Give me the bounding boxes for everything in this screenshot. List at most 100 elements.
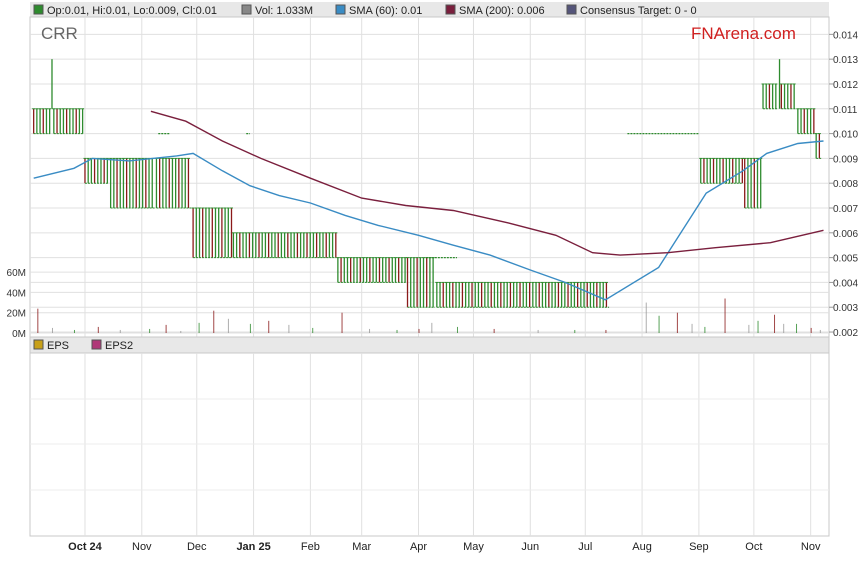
- volume-bar: [493, 328, 495, 333]
- brand-logo-arena: Arena.com: [714, 24, 796, 43]
- volume-bar: [796, 323, 798, 333]
- price-tick-label: 0.009: [833, 154, 858, 165]
- sma200-line: [150, 110, 824, 256]
- date-tick-label: Nov: [801, 541, 821, 553]
- volume-bar: [774, 314, 776, 333]
- volume-bar: [341, 312, 343, 333]
- price-tick-label: 0.003: [833, 303, 858, 314]
- volume-bar: [97, 326, 99, 333]
- legend-volume-text: Vol: 1.033M: [255, 5, 313, 17]
- volume-axis: 0M 20M 40M 60M: [7, 268, 26, 340]
- volume-bar: [431, 322, 433, 333]
- date-axis: Oct 24 Nov Dec Jan 25 Feb Mar Apr May Jun Jul Aug S…: [68, 541, 821, 553]
- volume-bar: [757, 320, 759, 333]
- volume-bar: [456, 326, 458, 333]
- price-bars: [32, 59, 822, 308]
- sma-lines: [33, 110, 824, 301]
- volume-bars: [37, 298, 821, 333]
- price-tick-label: 0.007: [833, 204, 858, 215]
- date-tick-label: Dec: [187, 541, 207, 553]
- volume-bar: [369, 328, 371, 333]
- volume-bar: [73, 329, 75, 333]
- date-tick-label: Apr: [410, 541, 427, 553]
- volume-bar: [119, 329, 121, 333]
- legend-sma200-text: SMA (200): 0.006: [459, 5, 545, 17]
- legend-sma200: SMA (200): 0.006: [445, 4, 545, 17]
- price-tick-label: 0.005: [833, 254, 858, 265]
- legend-sma60-text: SMA (60): 0.01: [349, 5, 422, 17]
- eps-swatch-icon: [33, 339, 44, 350]
- volume-bar: [51, 327, 53, 333]
- volume-bar: [198, 322, 200, 333]
- price-tick-label: 0.013: [833, 55, 858, 66]
- volume-bar: [676, 312, 678, 333]
- volume-bar: [810, 327, 812, 333]
- volume-bar: [819, 329, 821, 333]
- date-tick-label: Mar: [352, 541, 371, 553]
- volume-bar: [704, 326, 706, 333]
- date-tick-label: Feb: [301, 541, 320, 553]
- legend-ohlc-text: Op:0.01, Hi:0.01, Lo:0.009, Cl:0.01: [47, 5, 217, 17]
- volume-bar: [783, 323, 785, 333]
- volume-bar: [748, 324, 750, 333]
- volume-bar: [724, 298, 726, 333]
- date-tick-label: Oct: [745, 541, 762, 553]
- price-tick-label: 0.006: [833, 229, 858, 240]
- date-tick-label: Oct 24: [68, 541, 103, 553]
- volume-bar: [605, 329, 607, 333]
- volume-bar: [658, 315, 660, 333]
- volume-tick-label: 40M: [7, 288, 26, 299]
- volume-bar: [574, 329, 576, 333]
- volume-tick-label: 60M: [7, 268, 26, 279]
- price-tick-label: 0.002: [833, 328, 858, 339]
- volume-bar: [537, 329, 539, 333]
- volume-bar: [268, 320, 270, 333]
- sma60-swatch-icon: [335, 4, 346, 15]
- volume-bar: [180, 330, 182, 333]
- legend-volume: Vol: 1.033M: [241, 4, 313, 17]
- legend-eps2-text: EPS2: [105, 340, 133, 352]
- eps-gridlines: [30, 353, 829, 536]
- volume-bar: [396, 329, 398, 333]
- volume-bar: [312, 327, 314, 333]
- volume-bar: [149, 328, 151, 333]
- eps2-swatch-icon: [91, 339, 102, 350]
- ticker-label: CRR: [41, 24, 78, 43]
- volume-bar: [288, 324, 290, 333]
- date-tick-label: Sep: [689, 541, 709, 553]
- ohlc-swatch-icon: [33, 4, 44, 15]
- price-tick-label: 0.014: [833, 30, 858, 41]
- legend-eps: EPS: [33, 339, 69, 352]
- date-tick-label: Jan 25: [236, 541, 270, 553]
- price-tick-label: 0.012: [833, 80, 858, 91]
- sma60-line: [33, 140, 824, 301]
- volume-bar: [227, 318, 229, 333]
- legend-ohlc: Op:0.01, Hi:0.01, Lo:0.009, Cl:0.01: [33, 4, 217, 17]
- brand-logo: FNArena.com: [691, 24, 796, 43]
- legend-eps2: EPS2: [91, 339, 133, 352]
- date-tick-label: Jul: [578, 541, 592, 553]
- price-tick-label: 0.011: [833, 105, 858, 116]
- volume-bar: [213, 310, 215, 333]
- volume-bar: [37, 308, 39, 333]
- volume-swatch-icon: [241, 4, 252, 15]
- date-tick-label: Nov: [132, 541, 152, 553]
- consensus-swatch-icon: [566, 4, 577, 15]
- volume-bar: [418, 328, 420, 333]
- price-legend-bar: [30, 2, 829, 17]
- volume-bar: [691, 323, 693, 333]
- legend-eps-text: EPS: [47, 340, 69, 352]
- legend-consensus: Consensus Target: 0 - 0: [566, 4, 697, 17]
- price-tick-label: 0.008: [833, 179, 858, 190]
- brand-logo-fn: FN: [691, 24, 714, 43]
- price-tick-label: 0.004: [833, 278, 858, 289]
- volume-bar: [249, 323, 251, 333]
- volume-tick-label: 20M: [7, 309, 26, 320]
- date-tick-label: May: [463, 541, 484, 553]
- price-axis: 0.002 0.003 0.004 0.005 0.006 0.007 0.008 0.009…: [829, 30, 858, 339]
- volume-bar: [645, 302, 647, 333]
- sma200-swatch-icon: [445, 4, 456, 15]
- price-tick-label: 0.010: [833, 130, 858, 141]
- volume-tick-label: 0M: [12, 329, 26, 340]
